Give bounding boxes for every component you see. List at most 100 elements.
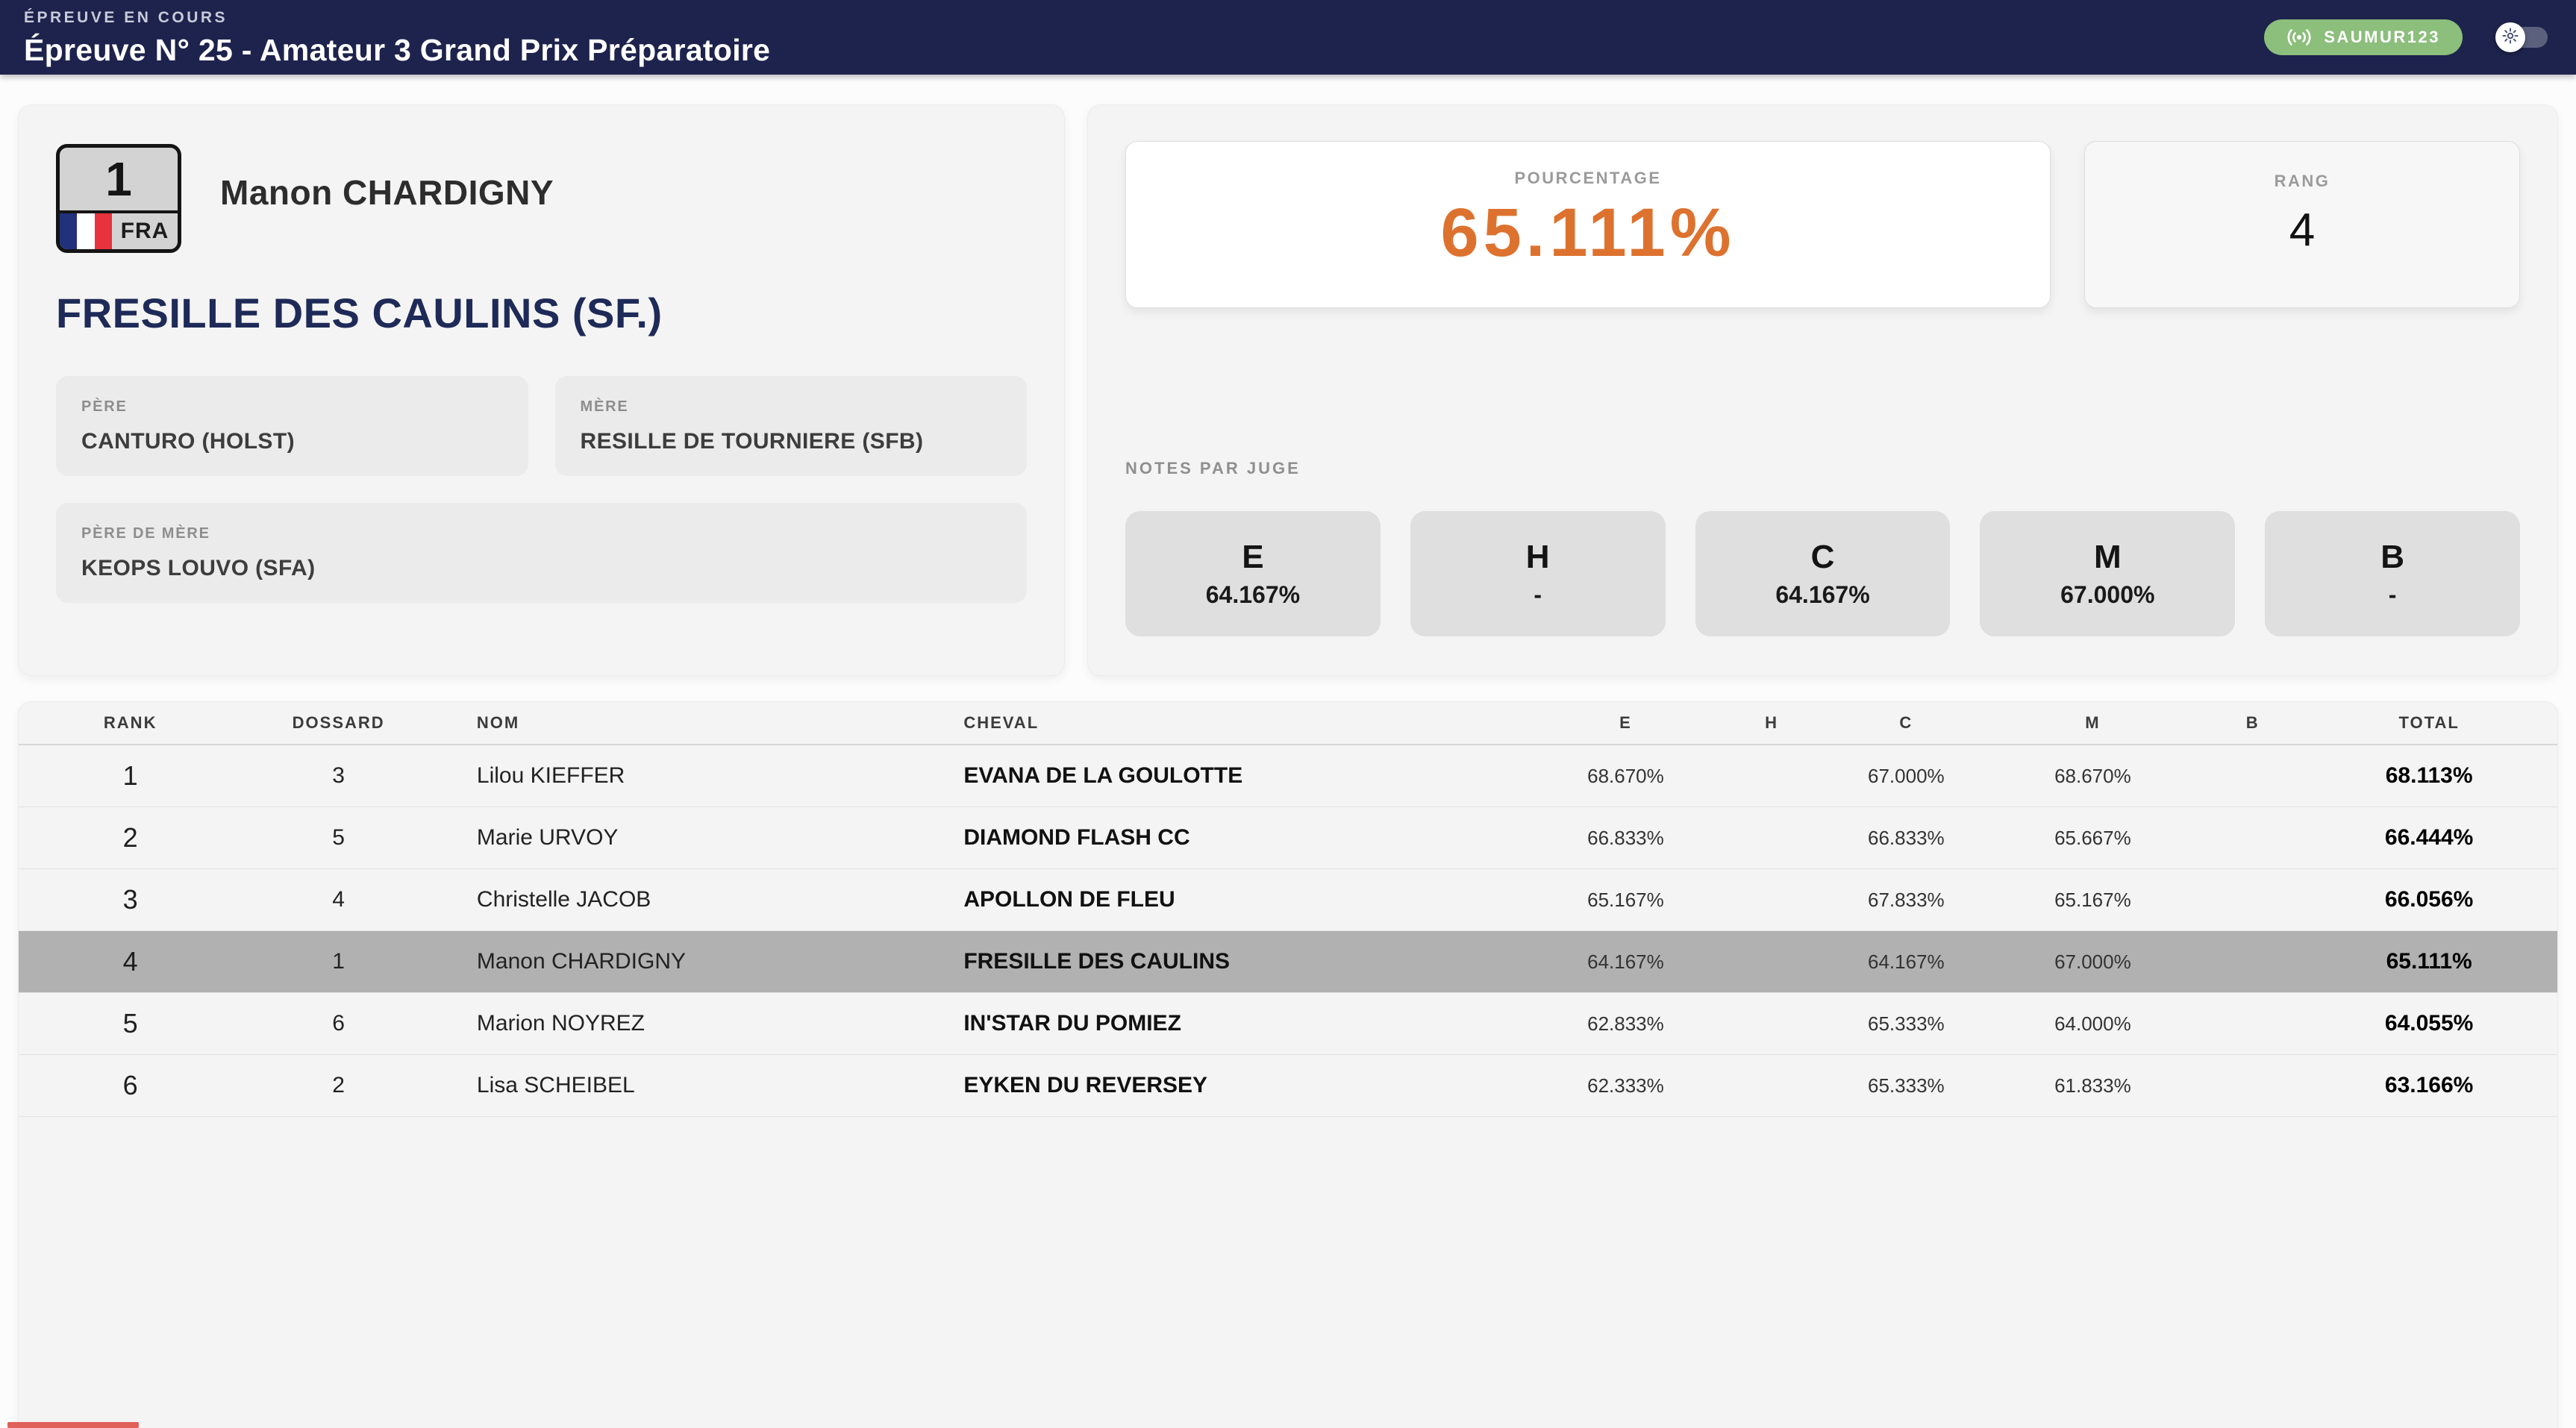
- judge-box-e: E 64.167%: [1125, 511, 1381, 636]
- cell-score-c: 66.833%: [1868, 826, 1945, 849]
- judge-box-c: C 64.167%: [1695, 511, 1951, 636]
- column-header-e: E: [1619, 713, 1632, 732]
- cell-cheval: APOLLON DE FLEU: [963, 887, 1175, 912]
- judge-position: B: [2380, 539, 2404, 575]
- cell-score-e: 62.333%: [1587, 1074, 1664, 1097]
- cell-nom: Marie URVOY: [476, 825, 619, 850]
- cell-score-c: 65.333%: [1868, 1012, 1945, 1035]
- sire-label: PÈRE: [81, 398, 128, 415]
- cell-dossard: 5: [332, 825, 345, 850]
- cell-cheval: EYKEN DU REVERSEY: [963, 1073, 1208, 1097]
- event-status-label: ÉPREUVE EN COURS: [24, 8, 228, 26]
- live-session-badge[interactable]: SAUMUR123: [2264, 19, 2463, 55]
- cell-score-m: 64.000%: [2054, 1012, 2131, 1035]
- broadcast-icon: [2286, 26, 2312, 48]
- cell-score-c: 67.000%: [1868, 764, 1945, 787]
- cell-rank: 4: [122, 946, 138, 977]
- cell-score-b: [2204, 931, 2301, 992]
- table-row: 1 3 Lilou KIEFFER EVANA DE LA GOULOTTE 6…: [19, 745, 2557, 807]
- percentage-label: POURCENTAGE: [1514, 169, 1662, 187]
- cell-score-h: [1712, 1055, 1831, 1116]
- dam-box: MÈRE RESILLE DE TOURNIERE (SFB): [554, 376, 1027, 476]
- event-title: Épreuve N° 25 - Amateur 3 Grand Prix Pré…: [24, 32, 771, 67]
- judge-score: 64.167%: [1205, 581, 1301, 608]
- sire-box: PÈRE CANTURO (HOLST): [56, 376, 528, 476]
- column-header-dossard: DOSSARD: [292, 713, 385, 732]
- damsire-box: PÈRE DE MÈRE KEOPS LOUVO (SFA): [56, 503, 1027, 603]
- cell-score-h: [1712, 931, 1831, 992]
- header-actions: SAUMUR123: [2264, 19, 2548, 55]
- pedigree-section: PÈRE CANTURO (HOLST) MÈRE RESILLE DE TOU…: [56, 376, 1027, 603]
- cell-total: 65.111%: [2386, 949, 2472, 974]
- theme-toggle[interactable]: [2495, 22, 2548, 52]
- cell-dossard: 6: [332, 1011, 345, 1036]
- cell-score-h: [1712, 745, 1831, 807]
- dam-label: MÈRE: [580, 398, 629, 415]
- france-flag-icon: [60, 213, 112, 249]
- cell-rank: 2: [122, 822, 138, 853]
- table-row-current-competitor: 4 1 Manon CHARDIGNY FRESILLE DES CAULINS…: [19, 931, 2557, 993]
- main-content: 1 FRA Manon CHARDIGNY FRESILLE DES CAULI…: [0, 75, 2576, 1428]
- toggle-knob: [2495, 22, 2525, 52]
- start-number: 1: [105, 152, 132, 206]
- competitor-card: 1 FRA Manon CHARDIGNY FRESILLE DES CAULI…: [18, 104, 1065, 676]
- table-row: 6 2 Lisa SCHEIBEL EYKEN DU REVERSEY 62.3…: [19, 1055, 2557, 1117]
- cell-nom: Lisa SCHEIBEL: [476, 1073, 635, 1097]
- cell-rank: 5: [122, 1008, 138, 1039]
- cell-score-e: 64.167%: [1587, 950, 1664, 973]
- cell-dossard: 1: [332, 949, 345, 974]
- judges-label: NOTES PAR JUGE: [1125, 459, 1301, 477]
- cell-score-m: 65.667%: [2054, 826, 2131, 849]
- sire-value: CANTURO (HOLST): [81, 428, 295, 454]
- country-code: FRA: [120, 219, 169, 243]
- judge-score: 64.167%: [1775, 581, 1870, 608]
- cell-score-c: 64.167%: [1868, 950, 1945, 973]
- cell-dossard: 3: [332, 763, 345, 788]
- table-header-row: RANK DOSSARD NOM CHEVAL E H C M B TOTAL: [19, 702, 2557, 745]
- sun-icon: [2501, 27, 2519, 48]
- cell-score-m: 61.833%: [2054, 1074, 2131, 1097]
- cell-score-b: [2204, 745, 2301, 807]
- column-header-total: TOTAL: [2398, 713, 2460, 732]
- results-table: RANK DOSSARD NOM CHEVAL E H C M B TOTAL …: [18, 701, 2558, 1428]
- cell-score-m: 65.167%: [2054, 888, 2131, 911]
- rank-label: RANG: [2274, 172, 2330, 190]
- cell-score-h: [1712, 807, 1831, 868]
- column-header-cheval: CHEVAL: [963, 713, 1040, 732]
- cell-total: 64.055%: [2384, 1011, 2474, 1036]
- damsire-label: PÈRE DE MÈRE: [81, 524, 210, 542]
- cell-score-c: 67.833%: [1868, 888, 1945, 911]
- cell-score-h: [1712, 869, 1831, 930]
- cell-rank: 1: [122, 760, 138, 791]
- column-header-m: M: [2085, 713, 2101, 732]
- judge-score: -: [1534, 581, 1542, 608]
- cell-rank: 3: [122, 884, 138, 915]
- score-card: POURCENTAGE 65.111% RANG 4 NOTES PAR JUG…: [1087, 104, 2558, 676]
- cell-score-c: 65.333%: [1868, 1074, 1945, 1097]
- table-row: 2 5 Marie URVOY DIAMOND FLASH CC 66.833%…: [19, 807, 2557, 869]
- judge-box-h: H -: [1410, 511, 1666, 636]
- table-row: 5 6 Marion NOYREZ IN'STAR DU POMIEZ 62.8…: [19, 993, 2557, 1055]
- judge-score: 67.000%: [2060, 581, 2155, 608]
- column-header-nom: NOM: [476, 713, 520, 732]
- cell-nom: Lilou KIEFFER: [476, 763, 625, 788]
- rank-card: RANG 4: [2084, 141, 2520, 308]
- cell-total: 66.056%: [2384, 887, 2474, 912]
- cell-score-m: 68.670%: [2054, 764, 2131, 787]
- judge-box-b: B -: [2265, 511, 2520, 636]
- cell-score-b: [2204, 807, 2301, 868]
- judge-position: E: [1242, 539, 1264, 575]
- cell-cheval: DIAMOND FLASH CC: [963, 825, 1190, 850]
- judge-position: H: [1525, 539, 1550, 575]
- cell-score-e: 62.833%: [1587, 1012, 1664, 1035]
- start-number-badge: 1 FRA: [56, 144, 181, 253]
- rider-name: Manon CHARDIGNY: [220, 173, 554, 212]
- cell-dossard: 4: [332, 887, 345, 912]
- cell-nom: Marion NOYREZ: [476, 1011, 645, 1036]
- cell-score-m: 67.000%: [2054, 950, 2131, 973]
- cell-score-b: [2204, 1055, 2301, 1116]
- cell-cheval: EVANA DE LA GOULOTTE: [963, 763, 1243, 788]
- column-header-rank: RANK: [103, 713, 157, 732]
- header-bar: ÉPREUVE EN COURS Épreuve N° 25 - Amateur…: [0, 0, 2576, 75]
- cell-total: 63.166%: [2384, 1073, 2474, 1097]
